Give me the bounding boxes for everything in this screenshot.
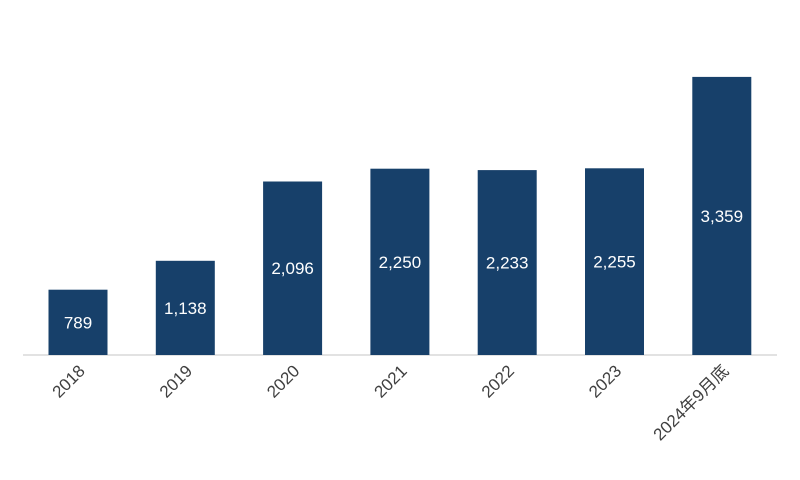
bar-2020 — [263, 181, 323, 355]
bar-value-label: 2,255 — [593, 253, 636, 272]
bar-value-labels: 789 1,138 2,096 2,250 2,233 2,255 3,359 — [64, 207, 743, 332]
bar-2024年9月底 — [692, 76, 752, 356]
x-tick-label: 2022 — [478, 361, 518, 401]
bar-2022 — [477, 170, 537, 355]
bar-2019 — [155, 260, 215, 355]
x-tick-label: 2023 — [585, 361, 625, 401]
bar-2021 — [370, 168, 430, 355]
x-tick-labels: 2018 2019 2020 2021 2022 2023 2024年9月底 — [49, 361, 733, 444]
bar-value-label: 2,096 — [271, 259, 314, 278]
bar-value-label: 2,250 — [379, 253, 422, 272]
x-tick-label: 2024年9月底 — [650, 361, 733, 444]
x-tick-label: 2020 — [263, 361, 303, 401]
x-tick-label: 2019 — [156, 361, 196, 401]
bar-value-label: 789 — [64, 313, 92, 332]
bar-value-label: 1,138 — [164, 299, 207, 318]
bars — [48, 76, 752, 356]
bar-value-label: 3,359 — [701, 207, 744, 226]
bar-value-label: 2,233 — [486, 254, 529, 273]
bar-2023 — [585, 168, 644, 355]
x-tick-label: 2021 — [371, 361, 411, 401]
x-tick-label: 2018 — [49, 361, 89, 401]
bar-2018 — [48, 289, 108, 355]
